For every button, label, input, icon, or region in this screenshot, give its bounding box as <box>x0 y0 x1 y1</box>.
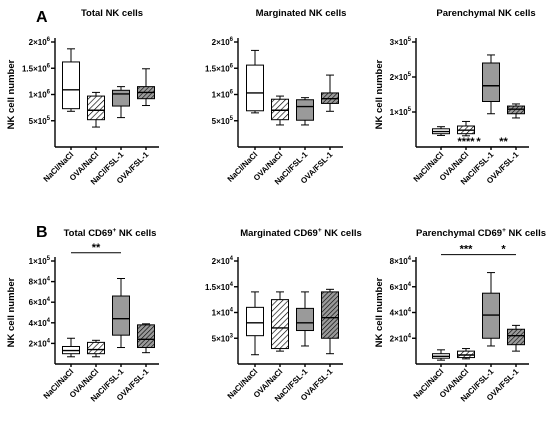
iqr-box <box>507 328 525 346</box>
box-ova-nacl <box>87 91 105 128</box>
box-nacl-nacl <box>246 49 264 114</box>
iqr-box <box>296 99 314 121</box>
y-tick-label: 6×104​ <box>29 297 51 307</box>
iqr-box <box>296 307 314 332</box>
y-tick-label: 5×103​ <box>212 333 234 343</box>
box-ova-fsl-1 <box>507 324 525 352</box>
chart-title: Parenchymal CD69+ NK cells <box>416 227 546 239</box>
box-nacl-fsl-1 <box>296 291 314 347</box>
iqr-box <box>137 324 155 349</box>
box-nacl-nacl <box>246 291 264 356</box>
y-tick-label: 8×104​ <box>390 256 412 266</box>
chart-title: Marginated NK cells <box>256 8 347 19</box>
y-tick-label: 6×104​ <box>390 282 412 292</box>
box-nacl-nacl <box>432 126 450 136</box>
y-tick-label: 2×106​ <box>212 37 234 47</box>
iqr-box <box>321 291 339 339</box>
panel-2: Marginated NK cells 5×105​ 1×106​ 1.5×106​ 2… <box>205 8 346 187</box>
chart-title: Marginated CD69+ NK cells <box>240 227 362 239</box>
panel-6: Parenchymal CD69+ NK cells NK cell number… <box>374 227 546 404</box>
iqr-box <box>112 295 130 336</box>
y-axis-label: NK cell number <box>374 59 385 129</box>
box-nacl-fsl-1 <box>112 278 130 349</box>
significance-label: * <box>501 244 506 256</box>
y-tick-label: 2×104​ <box>390 333 412 343</box>
y-tick-label: 8×104​ <box>29 277 51 287</box>
box-nacl-fsl-1 <box>482 272 500 347</box>
iqr-box <box>87 95 105 121</box>
chart-title: Parenchymal NK cells <box>436 8 535 19</box>
iqr-box <box>87 341 105 355</box>
y-tick-label: 1×106​ <box>212 90 234 100</box>
y-tick-label: 1×106​ <box>29 90 51 100</box>
significance-label: ** <box>499 136 508 148</box>
significance-label: ** <box>92 242 101 254</box>
box-ova-fsl-1 <box>321 288 339 355</box>
y-tick-label: 2×106​ <box>29 37 51 47</box>
y-tick-label: 5×105​ <box>212 116 234 126</box>
y-tick-label: 1×105​ <box>29 256 51 266</box>
box-ova-nacl <box>271 95 289 126</box>
box-nacl-nacl <box>62 48 80 112</box>
panel-4: B Total CD69+ NK cells NK cell number 2×104… <box>6 224 159 404</box>
y-tick-label: 4×104​ <box>29 318 51 328</box>
y-tick-label: 3×105​ <box>390 37 412 47</box>
box-ova-nacl <box>457 120 475 137</box>
significance-label: * <box>476 136 481 148</box>
panel-letter: B <box>36 224 48 241</box>
y-tick-label: 1×105​ <box>390 107 412 117</box>
panel-5: Marginated CD69+ NK cells 5×103​ 1×104​ 1.5… <box>205 227 362 404</box>
chart-title: Total CD69+ NK cells <box>64 227 157 239</box>
iqr-box <box>271 299 289 350</box>
iqr-box <box>271 98 289 121</box>
box-ova-fsl-1 <box>137 323 155 354</box>
y-tick-label: 4×104​ <box>390 308 412 318</box>
box-ova-nacl <box>457 348 475 360</box>
y-axis-label: NK cell number <box>6 277 17 347</box>
panel-3: Parenchymal NK cells NK cell number 1×105​… <box>374 8 536 187</box>
y-axis-label: NK cell number <box>6 59 17 129</box>
iqr-box <box>246 306 264 337</box>
y-tick-label: 5×105​ <box>29 116 51 126</box>
box-ova-nacl <box>271 291 289 352</box>
significance-label: *** <box>460 244 474 256</box>
box-nacl-nacl <box>62 337 80 358</box>
box-ova-fsl-1 <box>507 103 525 119</box>
y-tick-label: 1.5×106​ <box>205 63 234 73</box>
y-tick-label: 2×104​ <box>212 256 234 266</box>
iqr-box <box>112 89 130 107</box>
box-ova-nacl <box>87 339 105 358</box>
iqr-box <box>482 62 500 102</box>
y-axis-label: NK cell number <box>374 277 385 347</box>
box-ova-fsl-1 <box>321 74 339 112</box>
box-nacl-fsl-1 <box>482 54 500 115</box>
y-tick-label: 1.5×104​ <box>205 282 234 292</box>
y-tick-label: 2×105​ <box>390 72 412 82</box>
significance-label: **** <box>457 136 475 148</box>
box-nacl-fsl-1 <box>112 86 130 119</box>
box-nacl-fsl-1 <box>296 97 314 126</box>
y-tick-label: 2×104​ <box>29 338 51 348</box>
iqr-box <box>246 64 264 112</box>
panel-1: A Total NK cells NK cell number 5×105​ 1×106… <box>6 8 159 187</box>
iqr-box <box>507 105 525 115</box>
y-tick-label: 1×104​ <box>212 308 234 318</box>
box-ova-fsl-1 <box>137 68 155 107</box>
iqr-box <box>62 61 80 110</box>
box-nacl-nacl <box>432 349 450 361</box>
chart-title: Total NK cells <box>81 8 143 19</box>
panel-letter: A <box>36 9 48 26</box>
y-tick-label: 1.5×106​ <box>22 63 51 73</box>
